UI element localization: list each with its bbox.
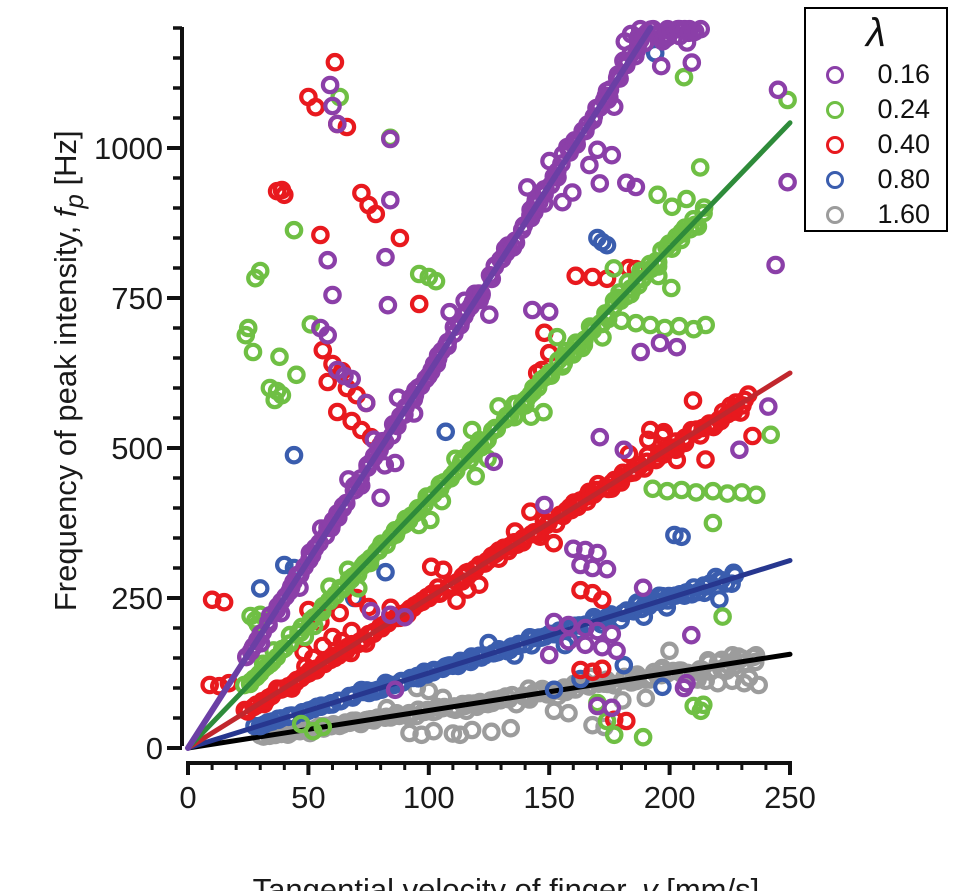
y-tick-label: 1000	[94, 131, 163, 166]
fit-line-lambda-0.24	[185, 120, 793, 751]
y-tick-label: 500	[111, 431, 163, 466]
legend-entry-0.40: 0.40	[806, 127, 946, 162]
x-tick-label: 50	[291, 780, 325, 815]
fit-line-lambda-0.80	[185, 558, 793, 751]
ring-icon	[826, 100, 844, 119]
legend-entry-label: 0.80	[877, 164, 930, 194]
tick-label-layer: 0 250 500 750 1000 0 50 100 150 200 250	[94, 131, 816, 815]
y-tick-label: 250	[111, 581, 163, 616]
x-tick-label: 250	[764, 780, 816, 815]
ring-icon	[826, 135, 844, 154]
legend-entry-label: 0.16	[877, 59, 930, 89]
y-axis-unit: [Hz]	[48, 130, 83, 195]
x-axis-title: Tangential velocity of finger, v [mm/s]	[139, 836, 839, 891]
ring-icon	[826, 205, 844, 224]
legend-title-lambda: λ	[866, 11, 886, 55]
ring-icon	[826, 170, 844, 189]
legend-entries: 0.16 0.24 0.40 0.80 1.60	[806, 57, 946, 232]
legend-box: λ 0.16 0.24 0.40 0.80 1.60	[804, 7, 948, 232]
x-tick-label: 150	[523, 780, 575, 815]
legend-entry-0.16: 0.16	[806, 57, 946, 92]
y-axis-title-text: Frequency of peak intensity,	[48, 217, 83, 612]
ring-icon	[826, 65, 844, 84]
x-axis-unit: [mm/s]	[657, 872, 760, 891]
legend-entry-label: 1.60	[877, 199, 930, 229]
legend-entry-1.60: 1.60	[806, 197, 946, 232]
y-axis-title: Frequency of peak intensity, fp [Hz]	[12, 8, 89, 768]
series-lambda-0.16	[185, 19, 797, 751]
y-tick-label: 0	[146, 731, 163, 766]
x-tick-label: 200	[644, 780, 696, 815]
x-axis-title-text: Tangential velocity of finger,	[252, 872, 643, 891]
y-axis-variable: f	[48, 208, 83, 218]
legend-entry-0.80: 0.80	[806, 162, 946, 197]
y-axis-variable-subscript: p	[61, 194, 90, 209]
x-tick-label: 0	[179, 780, 196, 815]
axes-layer	[167, 26, 792, 775]
x-axis-variable: v	[642, 872, 658, 891]
y-tick-label: 750	[111, 281, 163, 316]
legend-entry-0.24: 0.24	[806, 92, 946, 127]
fit-line-lambda-0.16	[185, 25, 654, 751]
legend-entry-label: 0.24	[877, 94, 930, 124]
series-layer	[185, 19, 797, 751]
legend-entry-label: 0.40	[877, 129, 930, 159]
fit-line-lambda-1.60	[185, 651, 793, 751]
x-tick-label: 100	[403, 780, 455, 815]
fit-line-lambda-0.40	[185, 370, 793, 751]
series-lambda-0.40	[185, 52, 793, 751]
